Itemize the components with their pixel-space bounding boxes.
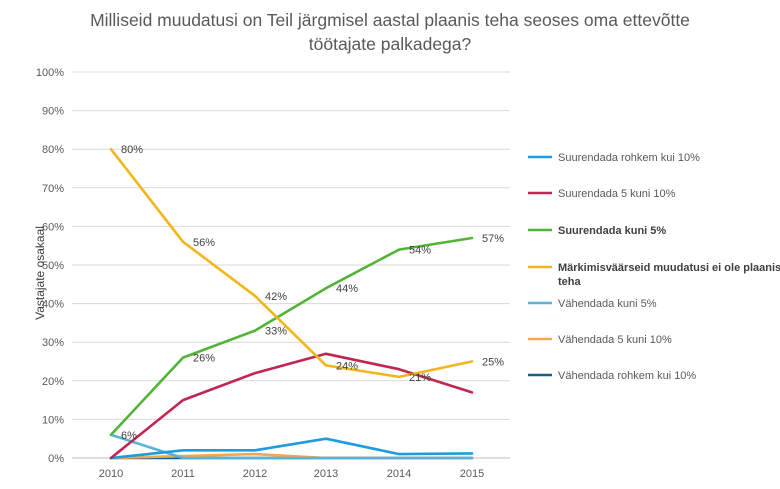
y-tick-label: 40% xyxy=(42,299,64,311)
series-line xyxy=(109,437,474,460)
data-label: 21% xyxy=(409,372,431,384)
data-label: 44% xyxy=(336,283,358,295)
data-label: 42% xyxy=(265,291,287,303)
y-axis-label: Vastajate osakaal xyxy=(33,226,47,320)
x-tick-label: 2010 xyxy=(99,468,123,480)
x-tick-label: 2013 xyxy=(314,468,338,480)
series-line xyxy=(109,147,474,379)
series-line xyxy=(109,352,474,460)
series-line xyxy=(109,433,474,460)
chart-title: Milliseid muudatusi on Teil järgmisel aa… xyxy=(0,8,780,56)
y-tick-label: 100% xyxy=(36,67,64,79)
legend-label: Märkimisväärseid muudatusi ei ole plaani… xyxy=(558,262,780,274)
x-tick-label: 2011 xyxy=(171,468,195,480)
y-tick-label: 60% xyxy=(42,221,64,233)
y-tick-label: 80% xyxy=(42,144,64,156)
data-label: 57% xyxy=(482,233,504,245)
data-labels: 80% 56% 42% 44% 54% 57% 26% 33% 24% 21% 25% 6% xyxy=(121,144,504,442)
legend-label: teha xyxy=(558,276,582,288)
y-tick-label: 90% xyxy=(42,106,64,118)
x-tick-label: 2015 xyxy=(460,468,484,480)
grid-lines xyxy=(72,71,510,459)
data-label: 80% xyxy=(121,144,143,156)
y-axis-ticks: 0% 10% 20% 30% 40% 50% 60% 70% 80% 90% 100% xyxy=(36,67,64,465)
x-tick-label: 2012 xyxy=(243,468,267,480)
chart-title-line-2: töötajate palkadega? xyxy=(308,34,472,54)
data-label: 54% xyxy=(409,245,431,257)
legend: Suurendada rohkem kui 10% Suurendada 5 ku… xyxy=(528,152,780,382)
legend-label: Suurendada kuni 5% xyxy=(558,225,666,237)
y-tick-label: 70% xyxy=(42,183,64,195)
data-label: 56% xyxy=(193,237,215,249)
data-label: 24% xyxy=(336,360,358,372)
y-tick-label: 10% xyxy=(42,414,64,426)
series-line xyxy=(109,236,474,437)
legend-label: Suurendada rohkem kui 10% xyxy=(558,152,700,164)
y-tick-label: 30% xyxy=(42,337,64,349)
y-tick-label: 0% xyxy=(48,453,64,465)
x-tick-label: 2014 xyxy=(387,468,411,480)
data-label: 6% xyxy=(121,430,137,442)
y-tick-label: 20% xyxy=(42,376,64,388)
chart-title-line-1: Milliseid muudatusi on Teil järgmisel aa… xyxy=(90,10,690,30)
series-lines xyxy=(109,147,474,460)
x-axis-ticks: 2010 2011 2012 2013 2014 2015 xyxy=(99,468,484,480)
legend-label: Vähendada rohkem kui 10% xyxy=(558,370,696,382)
legend-label: Suurendada 5 kuni 10% xyxy=(558,188,676,200)
y-tick-label: 50% xyxy=(42,260,64,272)
data-label: 26% xyxy=(193,353,215,365)
data-label: 33% xyxy=(265,326,287,338)
legend-label: Vähendada 5 kuni 10% xyxy=(558,334,672,346)
data-label: 25% xyxy=(482,357,504,369)
legend-label: Vähendada kuni 5% xyxy=(558,298,657,310)
